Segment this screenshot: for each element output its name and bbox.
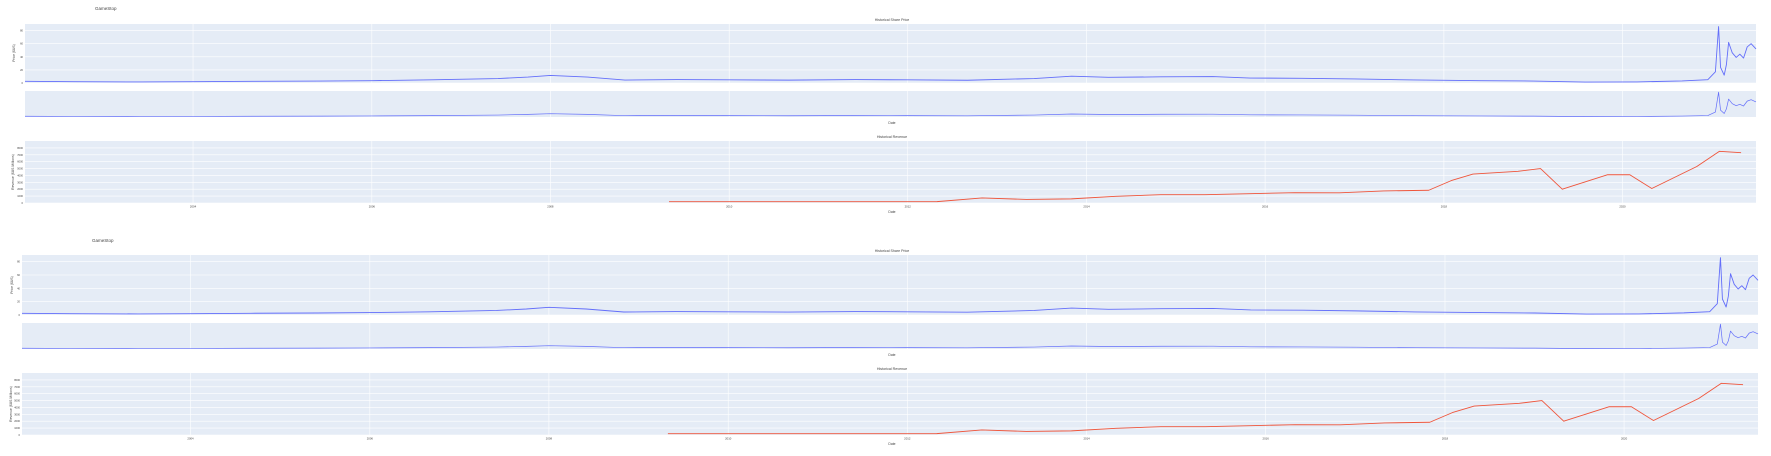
x-tick-label: 2006 (369, 205, 376, 209)
chart-panel: 2004 2006 2008 2010 2012 2014 2016 2018 2020 0 100… (17, 141, 1756, 209)
price-line (21, 257, 1759, 315)
price-line (21, 323, 1759, 349)
price-range-slider[interactable] (25, 91, 1756, 117)
y-tick-label: 7000 (14, 385, 20, 389)
y-tick-label: 7000 (17, 153, 23, 157)
x-tick-label: 2012 (905, 205, 912, 209)
x-tick-label: 2016 (1262, 205, 1269, 209)
x-tick-label: 2020 (1619, 205, 1626, 209)
y-tick-label: 20 (20, 68, 23, 72)
chart-panel: 0 20 40 60 80 (20, 24, 1757, 85)
price-chart-title: Historical Share Price (875, 18, 910, 22)
y-tick-label: 0 (19, 433, 21, 437)
price-chart-title: Historical Share Price (875, 249, 910, 253)
y-tick-label: 6000 (14, 392, 20, 396)
revenue-plot-area (22, 373, 1758, 435)
x-tick-label: 2006 (367, 437, 374, 441)
price-plot-area (25, 24, 1756, 83)
price-range-slider[interactable] (22, 323, 1758, 349)
x-tick-label: 2012 (904, 437, 911, 441)
y-tick-label: 3000 (17, 180, 23, 184)
x-tick-label: 2014 (1083, 437, 1090, 441)
x-tick-label: 2018 (1441, 205, 1448, 209)
price-x-axis-label: Date (888, 121, 895, 125)
price-x-axis-label: Date (888, 353, 895, 357)
y-tick-label: 20 (17, 300, 20, 304)
price-plot-area (22, 255, 1758, 315)
x-tick-label: 2010 (725, 437, 732, 441)
y-tick-label: 6000 (17, 160, 23, 164)
y-tick-label: 0 (22, 201, 24, 205)
y-tick-label: 60 (20, 42, 23, 46)
figure-1: GameStop Historical Share Price Price ($… (11, 6, 1756, 214)
range-slider-panel (21, 323, 1759, 349)
x-tick-label: 2008 (546, 437, 553, 441)
price-y-axis-label: Price ($US) (12, 44, 16, 62)
x-tick-label: 2016 (1263, 437, 1270, 441)
y-tick-label: 5000 (17, 167, 23, 171)
x-tick-label: 2004 (190, 205, 197, 209)
price-y-axis-label: Price ($US) (10, 276, 14, 294)
y-tick-label: 2000 (14, 419, 20, 423)
price-line (24, 26, 1757, 83)
y-tick-label: 8000 (17, 146, 23, 150)
y-tick-label: 8000 (14, 378, 20, 382)
revenue-line (667, 382, 1744, 435)
x-tick-label: 2008 (547, 205, 554, 209)
y-tick-label: 3000 (14, 412, 20, 416)
chart-panel: 0 20 40 60 80 (17, 255, 1759, 317)
y-tick-label: 5000 (14, 399, 20, 403)
range-slider-panel (24, 91, 1757, 117)
y-tick-label: 0 (19, 313, 21, 317)
revenue-x-axis-label: Date (888, 210, 895, 214)
figure-2: GameStop Historical Share Price Price ($… (9, 238, 1758, 446)
y-tick-label: 4000 (17, 173, 23, 177)
x-tick-label: 2014 (1083, 205, 1090, 209)
revenue-plot-area (25, 141, 1756, 203)
y-tick-label: 4000 (14, 405, 20, 409)
figure-heading: GameStop (95, 6, 117, 11)
y-tick-label: 2000 (17, 187, 23, 191)
price-line (24, 91, 1757, 117)
y-tick-label: 60 (17, 273, 20, 277)
y-tick-label: 1000 (17, 194, 23, 198)
revenue-line (669, 150, 1742, 203)
x-tick-label: 2018 (1442, 437, 1449, 441)
chart-panel: 2004 2006 2008 2010 2012 2014 2016 2018 2020 0 100… (14, 373, 1758, 441)
figure-heading: GameStop (92, 238, 114, 243)
x-tick-label: 2004 (187, 437, 194, 441)
y-tick-label: 40 (17, 286, 20, 290)
revenue-chart-title: Historical Revenue (877, 367, 907, 371)
x-tick-label: 2010 (726, 205, 733, 209)
revenue-chart-title: Historical Revenue (877, 135, 907, 139)
revenue-y-axis-label: Revenue ($US Millions) (9, 386, 13, 422)
revenue-y-axis-label: Revenue ($US Millions) (11, 154, 15, 190)
x-tick-label: 2020 (1621, 437, 1628, 441)
y-tick-label: 80 (20, 29, 23, 33)
y-tick-label: 1000 (14, 426, 20, 430)
y-tick-label: 40 (20, 55, 23, 59)
y-tick-label: 80 (17, 260, 20, 264)
revenue-x-axis-label: Date (888, 442, 895, 446)
y-tick-label: 0 (22, 81, 24, 85)
